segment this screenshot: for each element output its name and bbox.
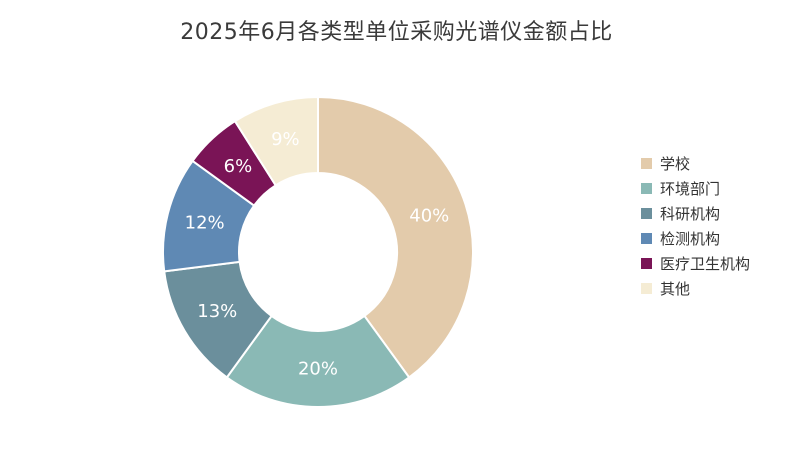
slices-group xyxy=(162,95,474,408)
legend-swatch xyxy=(641,183,652,194)
legend-label: 其他 xyxy=(660,280,691,298)
chart-title: 2025年6月各类型单位采购光谱仪金额占比 xyxy=(180,20,613,45)
legend-label: 检测机构 xyxy=(660,230,721,248)
slice-label-1: 40% xyxy=(409,205,449,226)
slice-label-2: 20% xyxy=(298,359,338,380)
legend-swatch xyxy=(641,283,652,294)
slice-2 xyxy=(225,314,411,408)
legend-item-6: 其他 xyxy=(641,276,750,301)
slice-label-4: 12% xyxy=(185,212,225,233)
labels-group: 40% 20% 13% 12% 6% 9% xyxy=(185,129,450,379)
legend-item-2: 环境部门 xyxy=(641,176,750,201)
legend-label: 科研机构 xyxy=(660,205,721,223)
slice-label-6: 9% xyxy=(271,129,300,150)
legend-item-5: 医疗卫生机构 xyxy=(641,251,750,276)
legend-item-4: 检测机构 xyxy=(641,226,750,251)
slice-6 xyxy=(233,95,319,187)
legend-swatch xyxy=(641,233,652,244)
legend-swatch xyxy=(641,208,652,219)
legend-item-3: 科研机构 xyxy=(641,201,750,226)
legend-swatch xyxy=(641,158,652,169)
legend-swatch xyxy=(641,258,652,269)
legend-label: 医疗卫生机构 xyxy=(660,255,751,273)
legend-label: 环境部门 xyxy=(660,180,721,198)
legend-label: 学校 xyxy=(660,155,691,173)
slice-label-5: 6% xyxy=(224,156,253,177)
slice-label-3: 13% xyxy=(197,301,237,322)
legend-item-1: 学校 xyxy=(641,151,750,176)
legend: 学校环境部门科研机构检测机构医疗卫生机构 其他 xyxy=(641,151,750,301)
slice-1 xyxy=(317,95,474,379)
